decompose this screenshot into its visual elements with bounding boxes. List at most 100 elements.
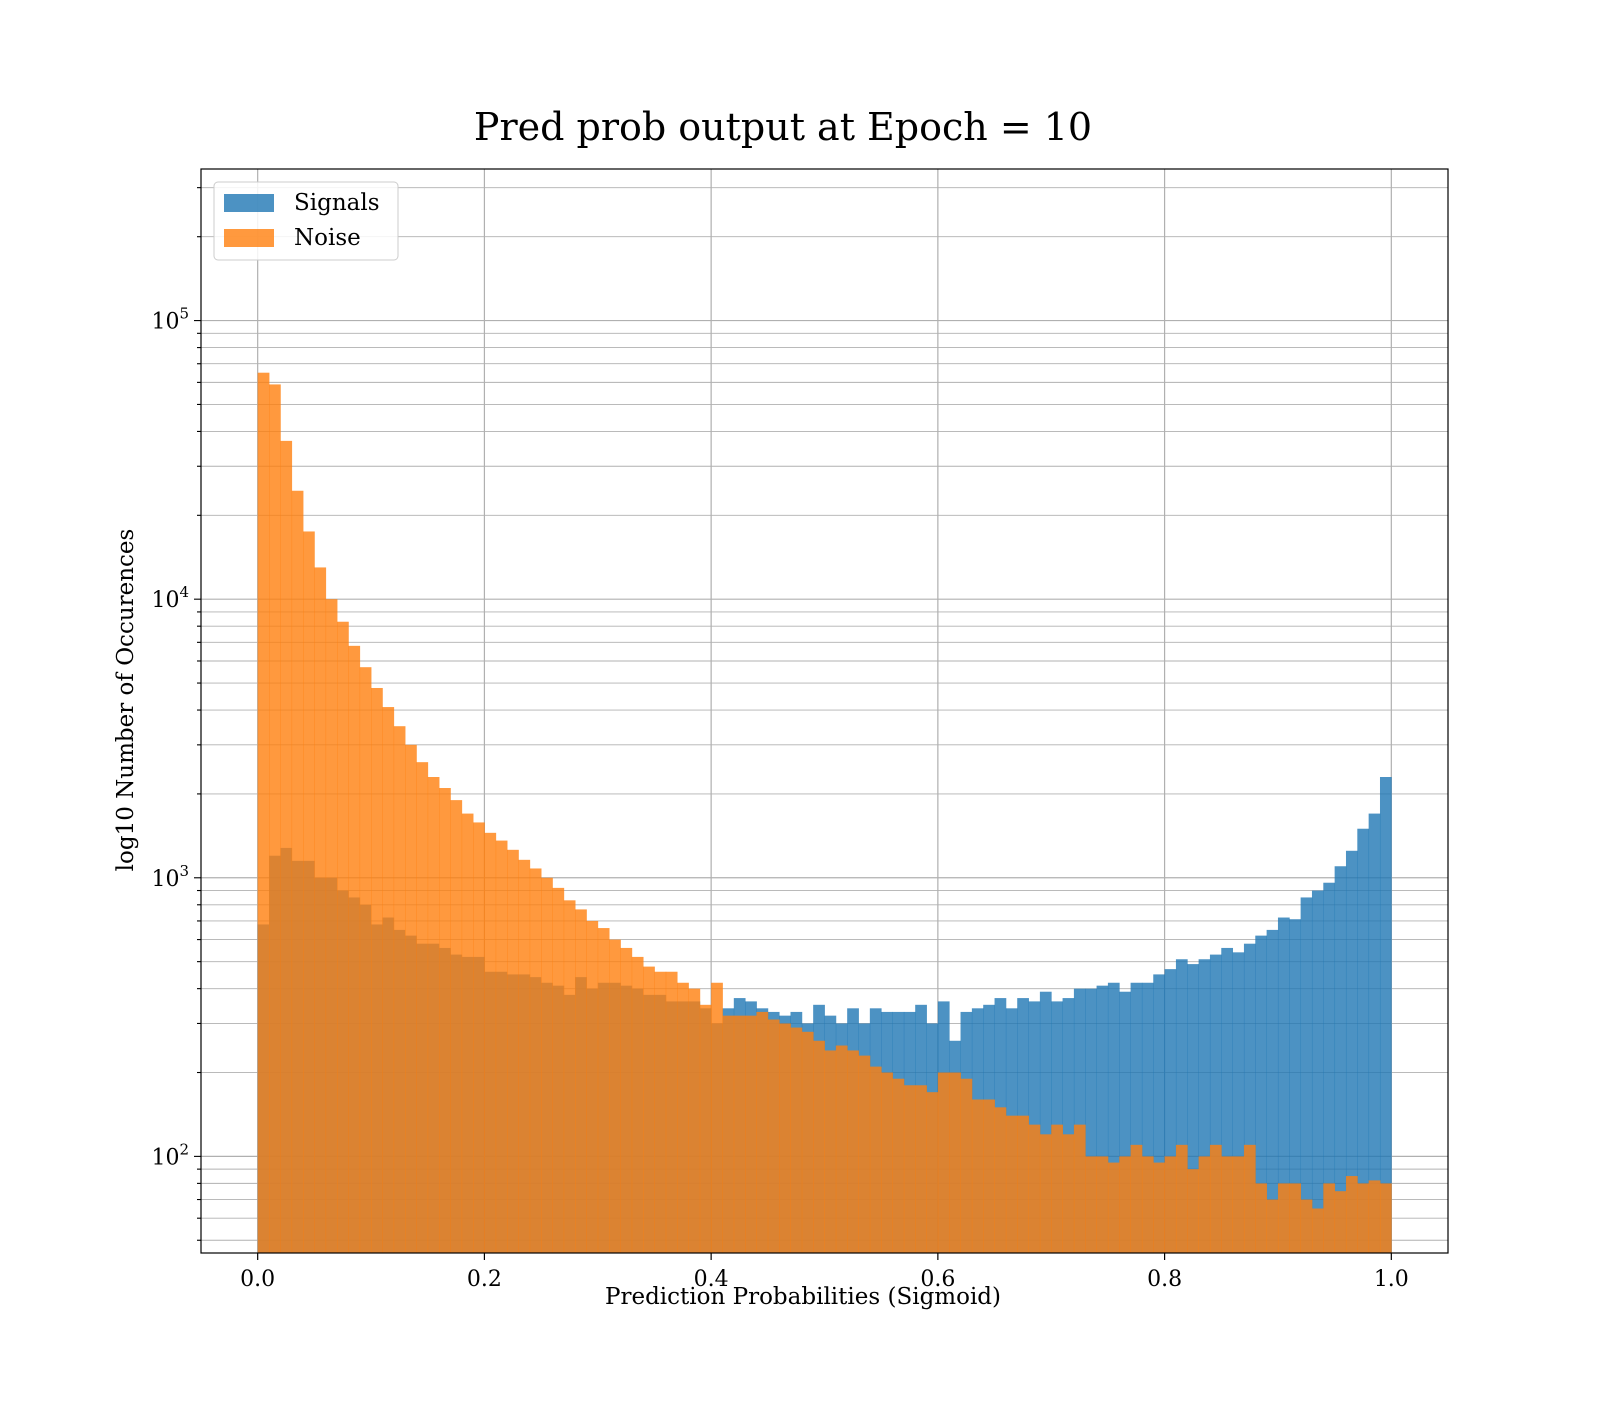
noise-bar <box>450 800 463 1253</box>
noise-bar <box>1130 1144 1143 1253</box>
noise-bar <box>1198 1156 1211 1253</box>
noise-bar <box>858 1055 871 1253</box>
noise-bar <box>756 1011 769 1253</box>
signals-bar <box>1130 982 1143 1253</box>
signals-bar <box>1300 897 1313 1253</box>
noise-bar <box>586 920 599 1253</box>
noise-bar <box>314 567 327 1253</box>
signals-bar <box>1153 974 1165 1253</box>
noise-bar <box>439 788 451 1253</box>
noise-bar <box>1289 1183 1302 1253</box>
signals-bar <box>1323 882 1336 1253</box>
y-tick-label: 103 <box>151 862 189 892</box>
noise-bar <box>269 384 281 1253</box>
y-tick-label: 102 <box>151 1140 189 1170</box>
noise-bar <box>1187 1169 1199 1253</box>
noise-bar <box>892 1078 905 1253</box>
noise-bar <box>1062 1134 1075 1253</box>
noise-bar <box>1266 1199 1279 1253</box>
noise-bar <box>745 1015 757 1253</box>
signals-bar <box>1334 866 1347 1253</box>
noise-bar <box>869 1066 882 1253</box>
signals-bar <box>1164 969 1177 1253</box>
noise-bar <box>733 1015 746 1253</box>
noise-bar <box>1164 1156 1177 1253</box>
noise-bar <box>1085 1156 1097 1253</box>
noise-series <box>257 372 1392 1254</box>
noise-bar <box>1017 1115 1029 1253</box>
noise-bar <box>1005 1115 1018 1253</box>
signals-bar <box>1243 943 1256 1253</box>
noise-bar <box>416 762 429 1253</box>
noise-bar <box>495 840 508 1253</box>
noise-bar <box>983 1099 995 1253</box>
noise-bar <box>699 1004 712 1253</box>
noise-bar <box>665 971 678 1253</box>
noise-bar <box>711 982 723 1253</box>
noise-bar <box>824 1050 837 1253</box>
noise-bar <box>303 531 315 1253</box>
noise-bar <box>654 971 667 1253</box>
noise-bar <box>393 726 406 1253</box>
noise-bar <box>518 859 531 1253</box>
noise-bar <box>915 1085 927 1253</box>
noise-bar <box>847 1050 859 1253</box>
noise-bar <box>790 1027 803 1253</box>
noise-bar <box>1153 1162 1165 1253</box>
noise-bar <box>926 1092 939 1253</box>
noise-bar <box>1119 1156 1131 1253</box>
noise-bar <box>1209 1144 1222 1253</box>
signals-bar <box>1311 890 1324 1253</box>
signals-bar <box>1209 954 1222 1253</box>
noise-bar <box>1323 1183 1336 1253</box>
noise-bar <box>1243 1144 1256 1253</box>
noise-bar <box>507 849 519 1253</box>
noise-bar <box>382 707 395 1253</box>
noise-bar <box>371 687 383 1253</box>
noise-bar <box>405 744 417 1253</box>
noise-bar <box>835 1045 848 1253</box>
noise-bar <box>949 1072 961 1253</box>
noise-bar <box>643 966 655 1253</box>
chart-title: Pred prob output at Epoch = 10 <box>474 105 1092 149</box>
signals-bar <box>1345 850 1358 1253</box>
noise-bar <box>1175 1144 1188 1253</box>
signals-bar <box>1232 952 1245 1253</box>
plot-frame <box>200 168 1449 1254</box>
noise-bar <box>427 777 440 1253</box>
noise-bar <box>575 909 587 1253</box>
x-tick-label: 0.2 <box>467 1267 502 1292</box>
y-axis-label: log10 Number of Occurences <box>113 529 139 872</box>
noise-bar <box>1221 1156 1234 1253</box>
signals-bar <box>1289 919 1302 1253</box>
noise-bar <box>291 490 304 1254</box>
y-tick-label: 104 <box>151 583 189 613</box>
noise-bar <box>767 1019 780 1253</box>
noise-bar <box>1379 1183 1392 1253</box>
y-tick-label: 105 <box>151 305 189 335</box>
noise-bar <box>881 1072 893 1253</box>
x-tick-label: 1.0 <box>1374 1267 1409 1292</box>
legend-swatch-signals <box>224 194 274 212</box>
signals-bar <box>1073 988 1086 1253</box>
signals-bar <box>1368 813 1381 1253</box>
noise-bar <box>1300 1199 1313 1253</box>
noise-bar <box>960 1078 973 1253</box>
signals-bar <box>1187 964 1199 1253</box>
legend: Signals Noise <box>213 181 399 261</box>
signals-bar <box>1175 959 1188 1253</box>
noise-bar <box>722 1015 735 1253</box>
x-tick-label: 0.0 <box>240 1267 275 1292</box>
noise-bar <box>337 621 349 1253</box>
noise-bar <box>813 1040 825 1253</box>
signals-bar <box>1085 988 1097 1253</box>
signals-bar <box>1379 777 1392 1253</box>
noise-bar <box>677 982 689 1253</box>
noise-bar <box>609 939 621 1253</box>
noise-bar <box>971 1099 984 1253</box>
signals-bar <box>1107 982 1120 1253</box>
signals-bar <box>1277 917 1290 1253</box>
noise-bar <box>801 1031 814 1253</box>
